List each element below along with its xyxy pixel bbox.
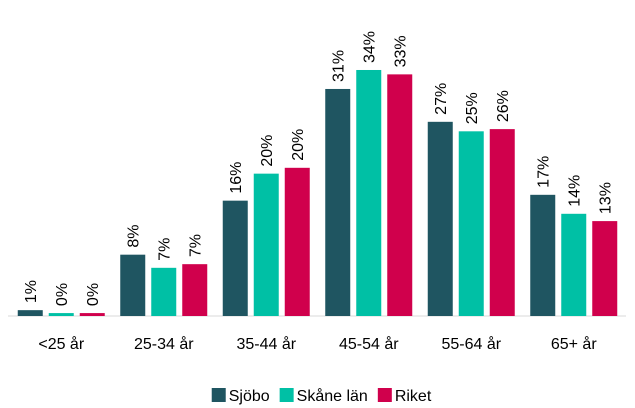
bar <box>48 313 74 316</box>
bar <box>356 69 382 317</box>
data-label: 7% <box>188 234 205 257</box>
legend-swatch <box>279 388 294 402</box>
bar <box>120 254 146 316</box>
data-label: 13% <box>598 182 615 214</box>
x-tick-label: 55-64 år <box>441 335 501 353</box>
data-label: 25% <box>464 92 481 124</box>
bar <box>253 173 279 316</box>
data-label: 7% <box>157 238 174 261</box>
bar <box>489 129 515 316</box>
data-label: 20% <box>290 129 307 161</box>
bar <box>530 194 556 316</box>
legend-swatch <box>211 388 226 402</box>
data-label: 0% <box>85 283 102 306</box>
x-tick-label: 25-34 år <box>134 335 194 353</box>
data-label: 26% <box>495 90 512 122</box>
data-label: 33% <box>393 35 410 67</box>
legend-label: Riket <box>395 388 432 405</box>
data-label: 27% <box>433 83 450 115</box>
data-label: 0% <box>54 283 71 306</box>
bar <box>151 267 177 316</box>
bar <box>222 200 248 316</box>
data-label: 20% <box>259 135 276 167</box>
bar <box>458 131 484 316</box>
data-label: 1% <box>23 280 40 303</box>
legend: Sjöbo Skåne län Riket <box>211 387 432 405</box>
x-tick-label: <25 år <box>38 335 84 353</box>
bar <box>17 310 43 316</box>
bar <box>182 264 208 316</box>
legend-label: Sjöbo <box>229 388 270 405</box>
data-label: 31% <box>331 50 348 82</box>
bar <box>325 88 351 316</box>
data-label: 17% <box>536 156 553 188</box>
x-tick-label: 45-54 år <box>339 335 399 353</box>
x-tick-label: 35-44 år <box>236 335 296 353</box>
bar <box>284 167 310 316</box>
data-label: 34% <box>362 31 379 63</box>
data-label: 16% <box>228 162 245 194</box>
bar <box>561 213 587 316</box>
x-tick-label: 65+ år <box>551 335 597 353</box>
data-label: 14% <box>567 175 584 207</box>
legend-swatch <box>377 388 392 402</box>
bar <box>387 74 413 317</box>
bar <box>592 221 618 316</box>
legend-label: Skåne län <box>297 387 368 405</box>
data-label: 8% <box>126 225 143 248</box>
bar <box>79 313 105 316</box>
bar <box>427 121 453 316</box>
